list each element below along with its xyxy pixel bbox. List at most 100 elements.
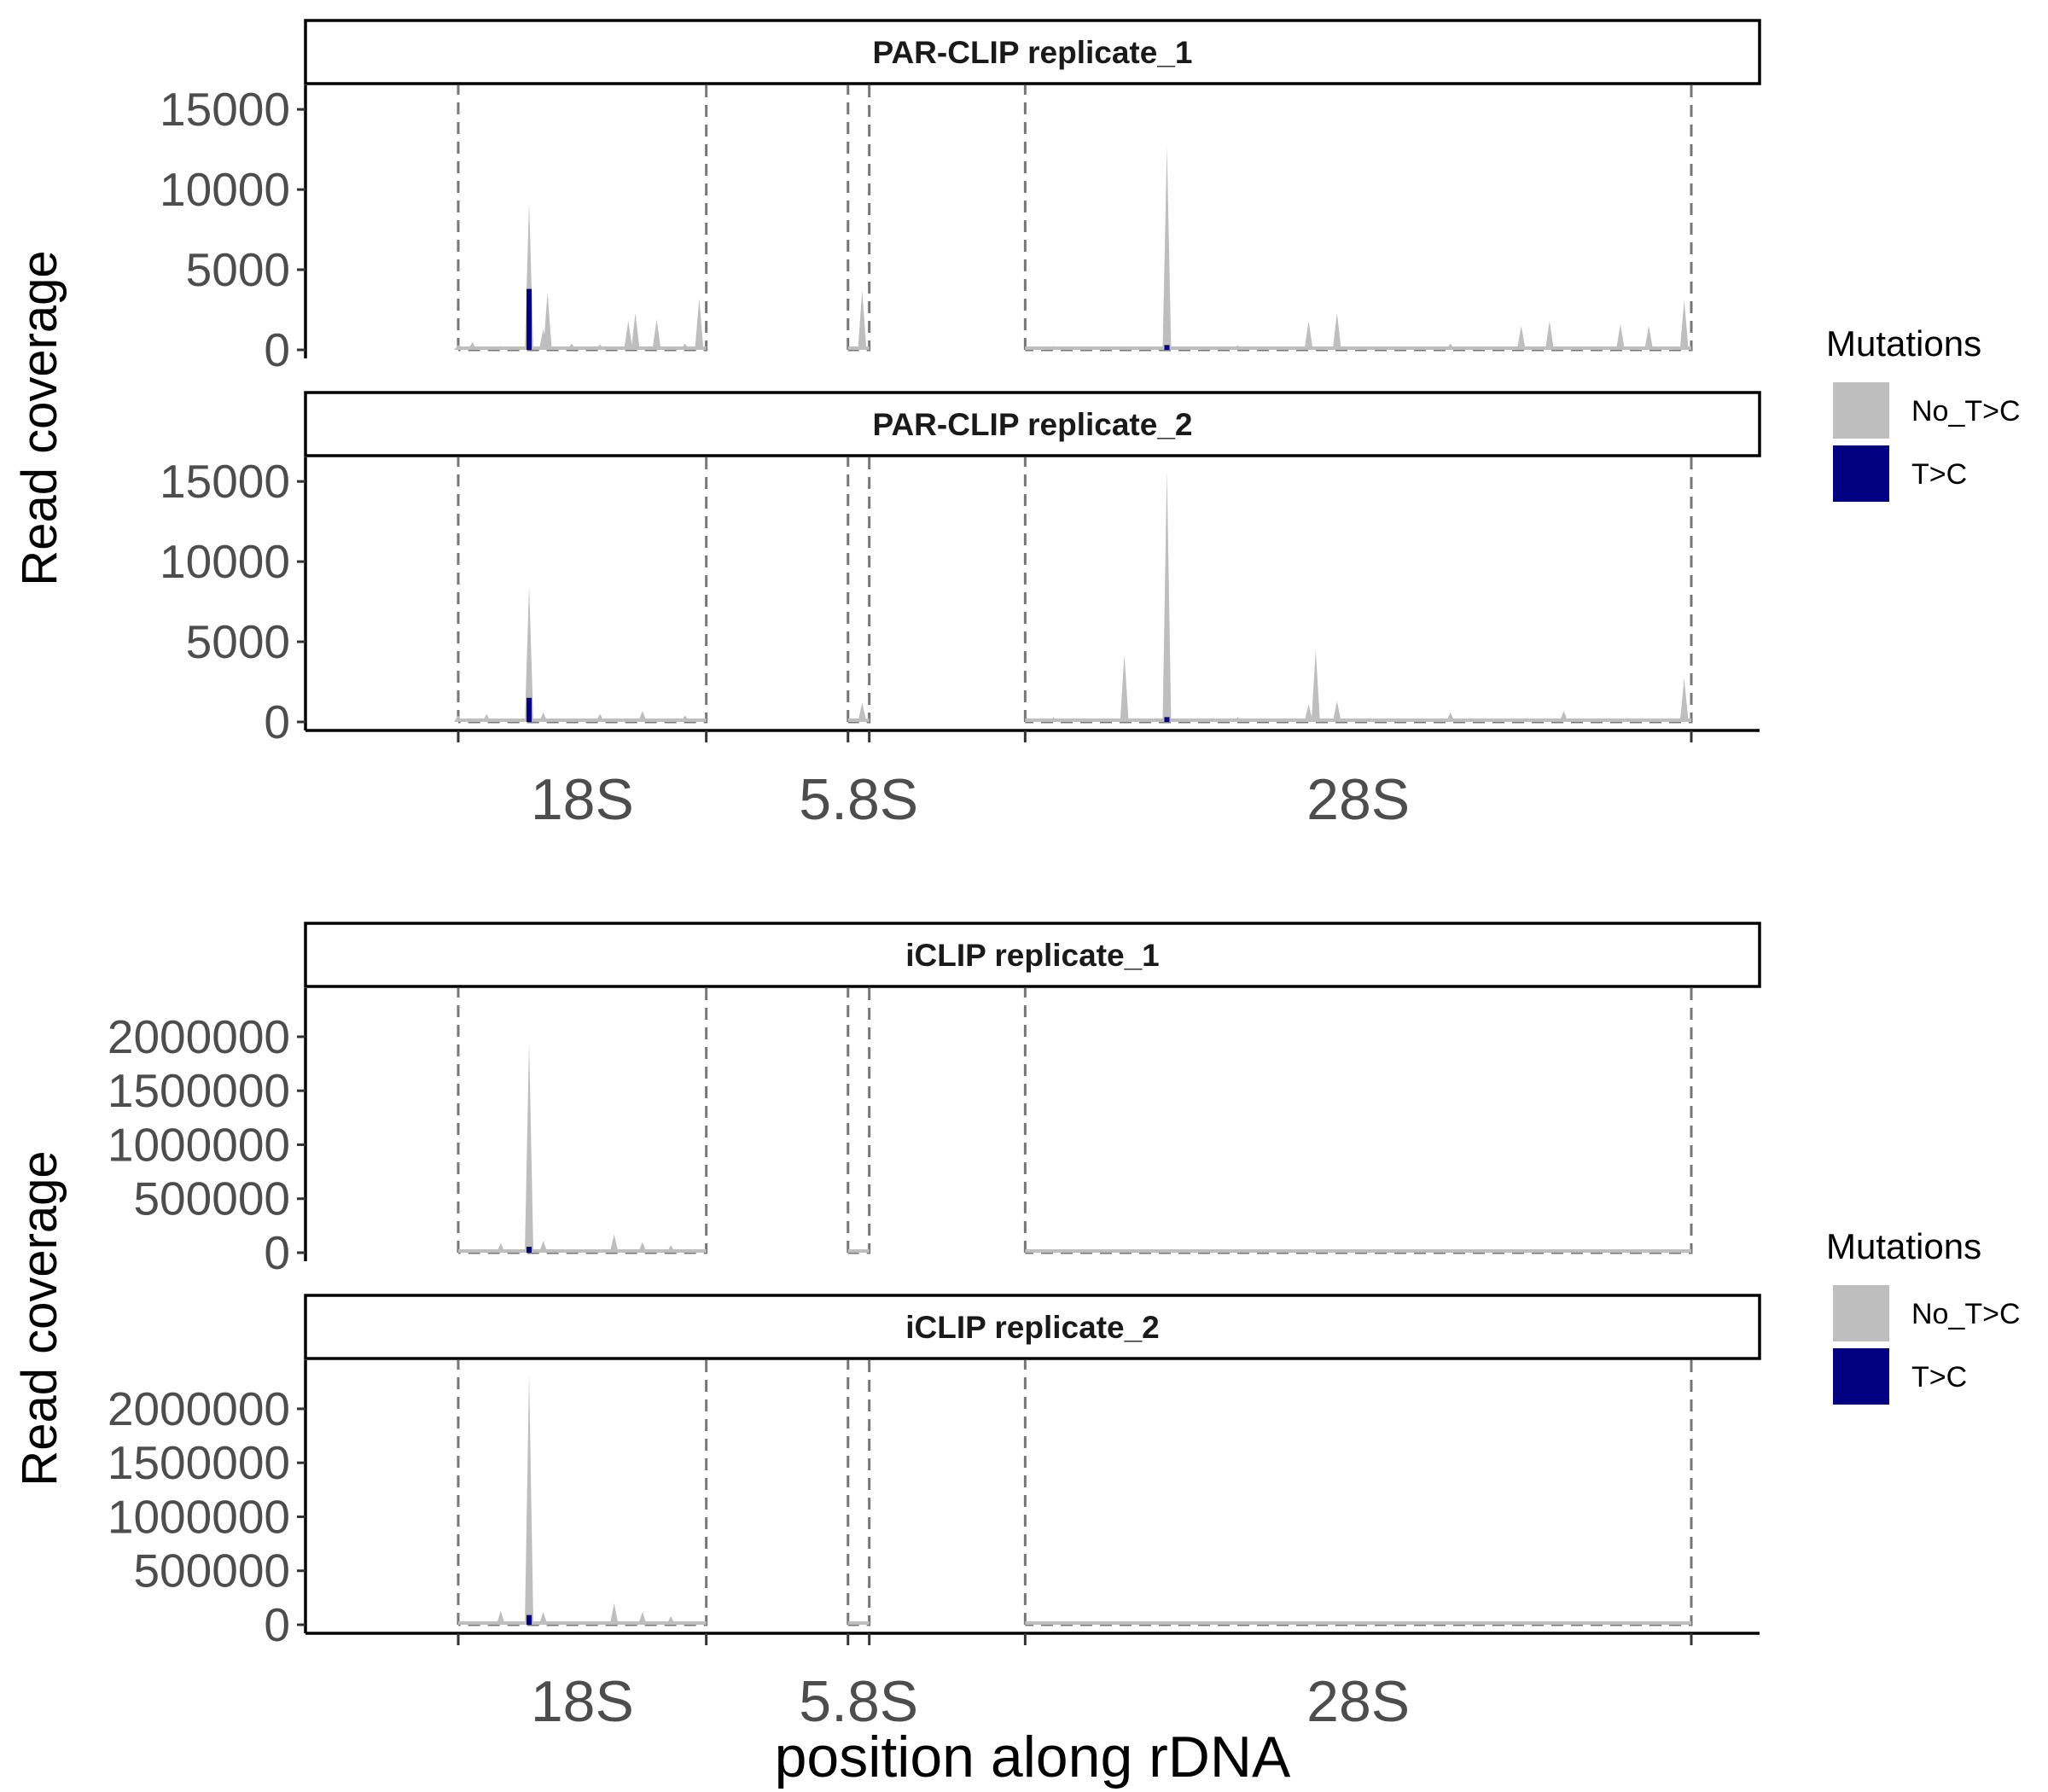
coverage-peak-no-tc xyxy=(1545,321,1554,350)
coverage-peak-no-tc xyxy=(538,1611,548,1625)
facet-strip xyxy=(304,922,1761,988)
coverage-bar-tc xyxy=(527,1615,532,1625)
coverage-peak-no-tc xyxy=(1091,346,1101,350)
x-tick-label: 5.8S xyxy=(799,767,918,832)
coverage-peak-no-tc xyxy=(596,713,605,722)
coverage-peak-no-tc xyxy=(1233,717,1242,722)
region-box-5.8S xyxy=(847,988,871,1254)
coverage-bar-tc xyxy=(1164,345,1170,350)
x-tick-label: 18S xyxy=(531,767,634,832)
coverage-baseline xyxy=(458,1249,707,1253)
coverage-peak-no-tc xyxy=(596,344,605,350)
legend-key xyxy=(1833,445,1889,502)
region-box-28S xyxy=(1023,1360,1693,1626)
legend-key xyxy=(1833,382,1889,439)
coverage-peak-no-tc xyxy=(1304,704,1313,722)
legend-title: Mutations xyxy=(1826,1226,1981,1266)
coverage-peak-no-tc xyxy=(858,290,867,350)
coverage-peak-no-tc xyxy=(468,341,477,350)
facet-strip xyxy=(304,391,1761,457)
y-tick-label: 5000 xyxy=(186,243,290,296)
coverage-peak-no-tc xyxy=(1049,717,1058,722)
legend-label: T>C xyxy=(1911,458,1967,491)
coverage-bar-tc xyxy=(1164,717,1170,722)
coverage-peak-no-tc xyxy=(1679,1621,1689,1625)
coverage-peak-no-tc xyxy=(538,1241,548,1253)
coverage-peak-no-tc xyxy=(1049,346,1058,350)
y-tick-label: 500000 xyxy=(133,1172,290,1225)
coverage-baseline xyxy=(847,1621,870,1625)
coverage-peak-no-tc xyxy=(652,319,661,350)
coverage-peak-no-tc xyxy=(1516,325,1526,350)
coverage-peak-no-tc xyxy=(1559,710,1568,722)
y-tick-label: 1000000 xyxy=(108,1490,290,1543)
coverage-peak-no-tc xyxy=(637,710,647,722)
y-tick-label: 15000 xyxy=(160,455,290,508)
region-box-18S xyxy=(457,85,708,352)
legend-label: No_T>C xyxy=(1911,1298,2021,1330)
coverage-peak-no-tc xyxy=(525,585,534,722)
coverage-peak-no-tc xyxy=(496,346,505,350)
coverage-peak-no-tc xyxy=(454,715,463,722)
coverage-peak-no-tc xyxy=(496,1242,505,1253)
y-axis-title: Read coverage xyxy=(12,1150,67,1486)
region-box-28S xyxy=(1023,988,1693,1254)
coverage-peak-no-tc xyxy=(1446,343,1455,350)
y-tick-label: 0 xyxy=(264,323,290,376)
coverage-baseline xyxy=(458,719,707,722)
coverage-peak-no-tc xyxy=(666,1615,676,1625)
coverage-peak-no-tc xyxy=(1679,678,1689,722)
x-tick-label: 5.8S xyxy=(799,1669,918,1734)
y-tick-label: 0 xyxy=(264,1598,290,1651)
legend-key xyxy=(1833,1348,1889,1405)
y-tick-label: 1000000 xyxy=(108,1118,290,1171)
facet-strip xyxy=(304,19,1761,85)
coverage-bar-tc xyxy=(527,288,532,350)
y-tick-label: 0 xyxy=(264,1226,290,1279)
region-box-5.8S xyxy=(847,85,871,352)
coverage-peak-no-tc xyxy=(624,321,633,350)
region-box-18S xyxy=(457,1360,708,1626)
coverage-baseline xyxy=(1025,346,1691,350)
legend-key xyxy=(1833,1285,1889,1341)
facet-panel: iCLIP replicate_2 05000001000000150000020… xyxy=(108,1294,1761,1734)
coverage-peak-no-tc xyxy=(482,346,492,350)
region-box-5.8S xyxy=(847,1360,871,1626)
y-tick-label: 1500000 xyxy=(108,1436,290,1489)
coverage-peak-no-tc xyxy=(637,1611,647,1625)
coverage-peak-no-tc xyxy=(1332,701,1341,722)
chart-group-1: PAR-CLIP replicate_1050001000015000PAR-C… xyxy=(12,19,2021,832)
coverage-peak-no-tc xyxy=(1679,1250,1689,1253)
coverage-peak-no-tc xyxy=(1233,345,1242,350)
coverage-baseline xyxy=(1025,1249,1691,1253)
facet-strip-title: iCLIP replicate_1 xyxy=(905,938,1160,973)
y-tick-label: 2000000 xyxy=(108,1010,290,1063)
x-tick-label: 28S xyxy=(1306,767,1410,832)
coverage-peak-no-tc xyxy=(1446,712,1455,722)
region-box-18S xyxy=(457,457,708,724)
coverage-baseline xyxy=(847,1249,870,1253)
coverage-bar-tc xyxy=(527,1247,532,1253)
coverage-peak-no-tc xyxy=(1332,312,1341,350)
coverage-peak-no-tc xyxy=(680,715,689,722)
y-tick-label: 15000 xyxy=(160,83,290,136)
coverage-peak-no-tc xyxy=(609,1603,619,1625)
coverage-peak-no-tc xyxy=(454,345,463,350)
region-box-5.8S xyxy=(847,457,871,724)
facet-panel: iCLIP replicate_1 05000001000000150000020… xyxy=(108,922,1761,1279)
region-box-18S xyxy=(457,988,708,1254)
coverage-peak-no-tc xyxy=(567,343,576,350)
x-tick-label: 18S xyxy=(531,1669,634,1734)
legend: Mutations No_T>C T>C xyxy=(1826,1226,2021,1405)
legend-label: T>C xyxy=(1911,1361,1967,1393)
coverage-peak-no-tc xyxy=(543,292,552,350)
coverage-bar-tc xyxy=(527,697,532,722)
legend: Mutations No_T>C T>C xyxy=(1826,323,2021,502)
coverage-peak-no-tc xyxy=(538,712,548,722)
coverage-peak-no-tc xyxy=(1120,655,1129,722)
coverage-peak-no-tc xyxy=(1311,649,1320,722)
facet-panel: PAR-CLIP replicate_2 0 5000 10000 15000 18S 5.… xyxy=(160,391,1761,832)
coverage-peak-no-tc xyxy=(1304,321,1313,350)
coverage-peak-no-tc xyxy=(631,312,640,350)
